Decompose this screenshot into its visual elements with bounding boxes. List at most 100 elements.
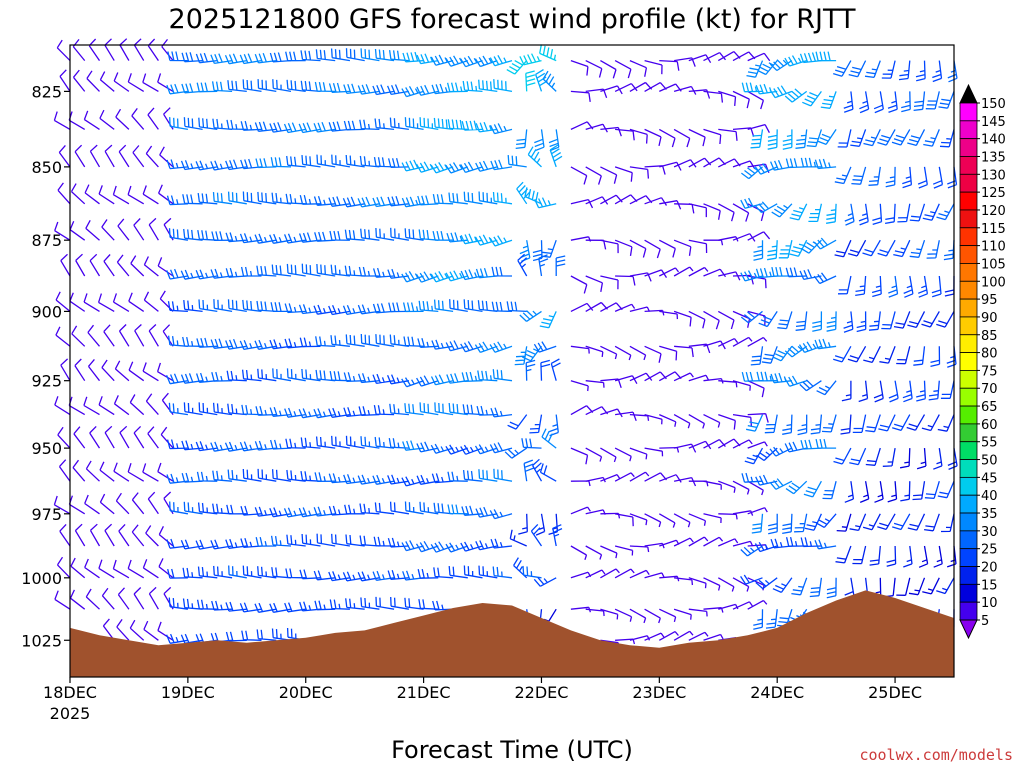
wind-barb xyxy=(112,185,130,205)
wind-barb xyxy=(673,608,692,620)
wind-barb xyxy=(196,337,218,348)
wind-barb xyxy=(227,299,247,313)
wind-barb xyxy=(771,203,793,218)
wind-barb xyxy=(168,402,188,416)
wind-barb xyxy=(58,459,71,482)
wind-barb xyxy=(160,426,174,449)
wind-barb xyxy=(210,338,233,349)
wind-barb xyxy=(344,265,365,277)
wind-barb xyxy=(659,345,678,361)
wind-barb xyxy=(800,157,822,168)
wind-barb xyxy=(166,473,188,484)
wind-barb xyxy=(388,302,409,313)
wind-barb xyxy=(849,447,867,466)
wind-barb xyxy=(132,145,145,168)
wind-barb xyxy=(316,154,336,168)
wind-barb xyxy=(868,311,881,331)
wind-barb xyxy=(877,239,896,257)
wind-barb xyxy=(284,407,306,418)
wind-barb xyxy=(858,203,869,226)
wind-barb xyxy=(826,577,837,599)
wind-barb xyxy=(549,144,563,168)
colorbar-swatch xyxy=(959,298,978,318)
x-tick-label: 24DEC xyxy=(750,683,804,702)
wind-barb xyxy=(871,275,882,298)
wind-barb xyxy=(224,441,247,452)
wind-barb xyxy=(103,324,115,347)
wind-barb xyxy=(740,574,763,585)
wind-barb xyxy=(166,195,188,206)
wind-barb xyxy=(703,414,721,428)
wind-barb xyxy=(133,587,145,610)
wind-barb xyxy=(165,373,189,385)
wind-barb xyxy=(431,83,454,95)
wind-barb xyxy=(629,413,650,421)
wind-barb xyxy=(800,537,822,548)
wind-barb xyxy=(821,414,837,433)
wind-barb xyxy=(688,310,706,329)
wind-barb xyxy=(75,253,86,277)
wind-barb xyxy=(585,608,605,617)
wind-barb xyxy=(299,194,321,205)
wind-barb xyxy=(930,346,941,368)
wind-barb xyxy=(196,471,218,482)
wind-barb xyxy=(257,79,277,93)
wind-barb xyxy=(770,372,792,384)
wind-barb xyxy=(740,197,763,209)
x-tick-label: 20DEC xyxy=(279,683,333,702)
wind-barb xyxy=(754,541,778,553)
wind-barb xyxy=(519,310,542,322)
wind-barb xyxy=(430,443,454,454)
wind-barb xyxy=(70,183,86,205)
wind-barb xyxy=(659,161,682,171)
wind-barb xyxy=(284,338,306,349)
wind-barb xyxy=(644,513,662,528)
wind-barb xyxy=(74,523,86,547)
wind-barb xyxy=(542,70,557,92)
wind-barb xyxy=(241,369,262,382)
wind-barb xyxy=(181,52,203,63)
wind-barb xyxy=(168,228,189,241)
wind-barb xyxy=(747,380,765,398)
wind-barb xyxy=(789,239,808,257)
wind-barb xyxy=(182,336,203,347)
wind-barb xyxy=(522,565,542,579)
wind-barb xyxy=(550,358,561,381)
wind-barb xyxy=(755,474,778,486)
wind-barb xyxy=(732,310,751,328)
wind-barb xyxy=(897,203,911,223)
wind-barb xyxy=(799,269,822,281)
wind-barb xyxy=(463,299,483,313)
wind-barb xyxy=(240,158,262,170)
wind-barb xyxy=(445,270,468,282)
wind-barb xyxy=(357,84,380,95)
y-tick-label: 850 xyxy=(31,158,62,177)
wind-barb xyxy=(532,458,543,482)
wind-barb xyxy=(837,275,852,295)
colorbar-swatch xyxy=(959,227,978,247)
wind-barb xyxy=(127,73,145,92)
wind-barb xyxy=(747,90,765,110)
wind-barb xyxy=(55,326,71,347)
wind-barb xyxy=(629,372,653,382)
wind-barb xyxy=(688,513,707,526)
wind-barb xyxy=(89,253,101,277)
wind-barb xyxy=(614,345,632,361)
wind-barb xyxy=(614,545,634,556)
wind-barb xyxy=(85,588,100,610)
wind-barb xyxy=(240,505,262,516)
wind-barb xyxy=(196,599,218,610)
wind-barb xyxy=(585,569,606,579)
wind-barb xyxy=(841,380,852,402)
wind-barb xyxy=(659,474,682,483)
wind-barb xyxy=(158,184,174,205)
wind-barb xyxy=(101,359,115,382)
wind-barb xyxy=(404,117,424,131)
wind-barb xyxy=(328,571,351,582)
wind-barb xyxy=(903,545,913,568)
wind-barb xyxy=(446,82,468,93)
wind-barb xyxy=(885,166,896,188)
wind-barb xyxy=(530,523,543,547)
colorbar-label: 65 xyxy=(981,400,998,415)
